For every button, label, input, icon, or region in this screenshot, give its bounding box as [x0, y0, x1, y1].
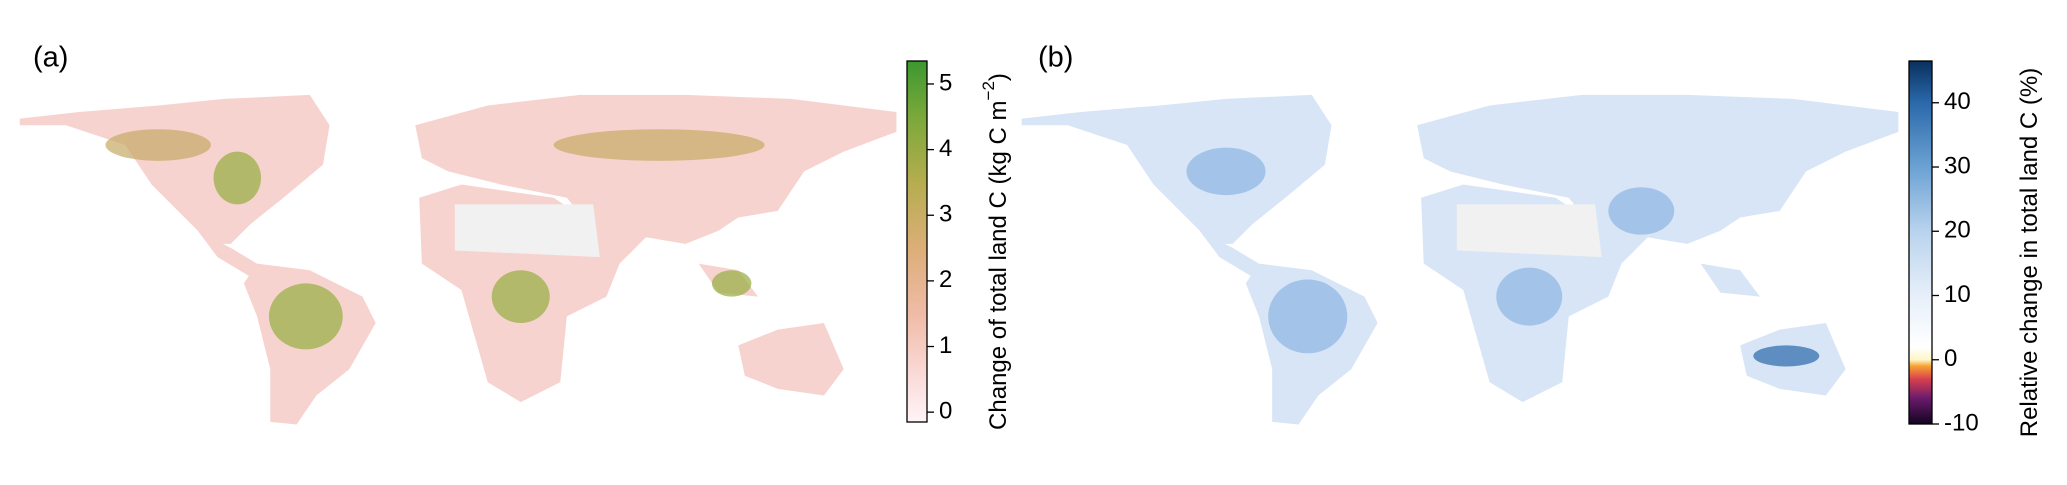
tick-label: 30 — [1944, 152, 1971, 179]
panel-label: (b) — [1038, 42, 1073, 74]
tick-label: 40 — [1944, 88, 1971, 115]
map-b-desert — [1456, 204, 1602, 258]
colorbar-title: Relative change in total land C (%) — [2016, 68, 2043, 438]
map-a-highlights — [105, 129, 765, 350]
tick-label: 20 — [1944, 217, 1971, 244]
map-a-desert — [454, 204, 600, 258]
map-b-highlights — [1186, 147, 1820, 367]
tick-label: 3 — [939, 201, 952, 228]
tick-label: 10 — [1944, 281, 1971, 308]
colorbar-title-text: Relative change in total land C (%) — [2016, 68, 2043, 438]
map-b-land — [1021, 94, 1899, 425]
colorbar-title-sup: −2 — [979, 81, 998, 100]
tick-label: 0 — [1944, 345, 1957, 372]
tick-label: 5 — [939, 69, 952, 96]
colorbar-title-text: Change of total land C (kg C m — [985, 100, 1012, 430]
colorbar-title-end: ) — [985, 73, 1012, 81]
maps — [19, 94, 1899, 425]
colorbar — [1908, 60, 1933, 425]
tick-label: 0 — [939, 397, 952, 424]
colorbar — [906, 60, 928, 423]
tick-label: -10 — [1944, 409, 1979, 436]
tick-label: 1 — [939, 332, 952, 359]
panel-label: (a) — [33, 42, 68, 74]
tick-label: 2 — [939, 266, 952, 293]
tick-label: 4 — [939, 135, 952, 162]
colorbar-title: Change of total land C (kg C m−2) — [979, 73, 1012, 430]
